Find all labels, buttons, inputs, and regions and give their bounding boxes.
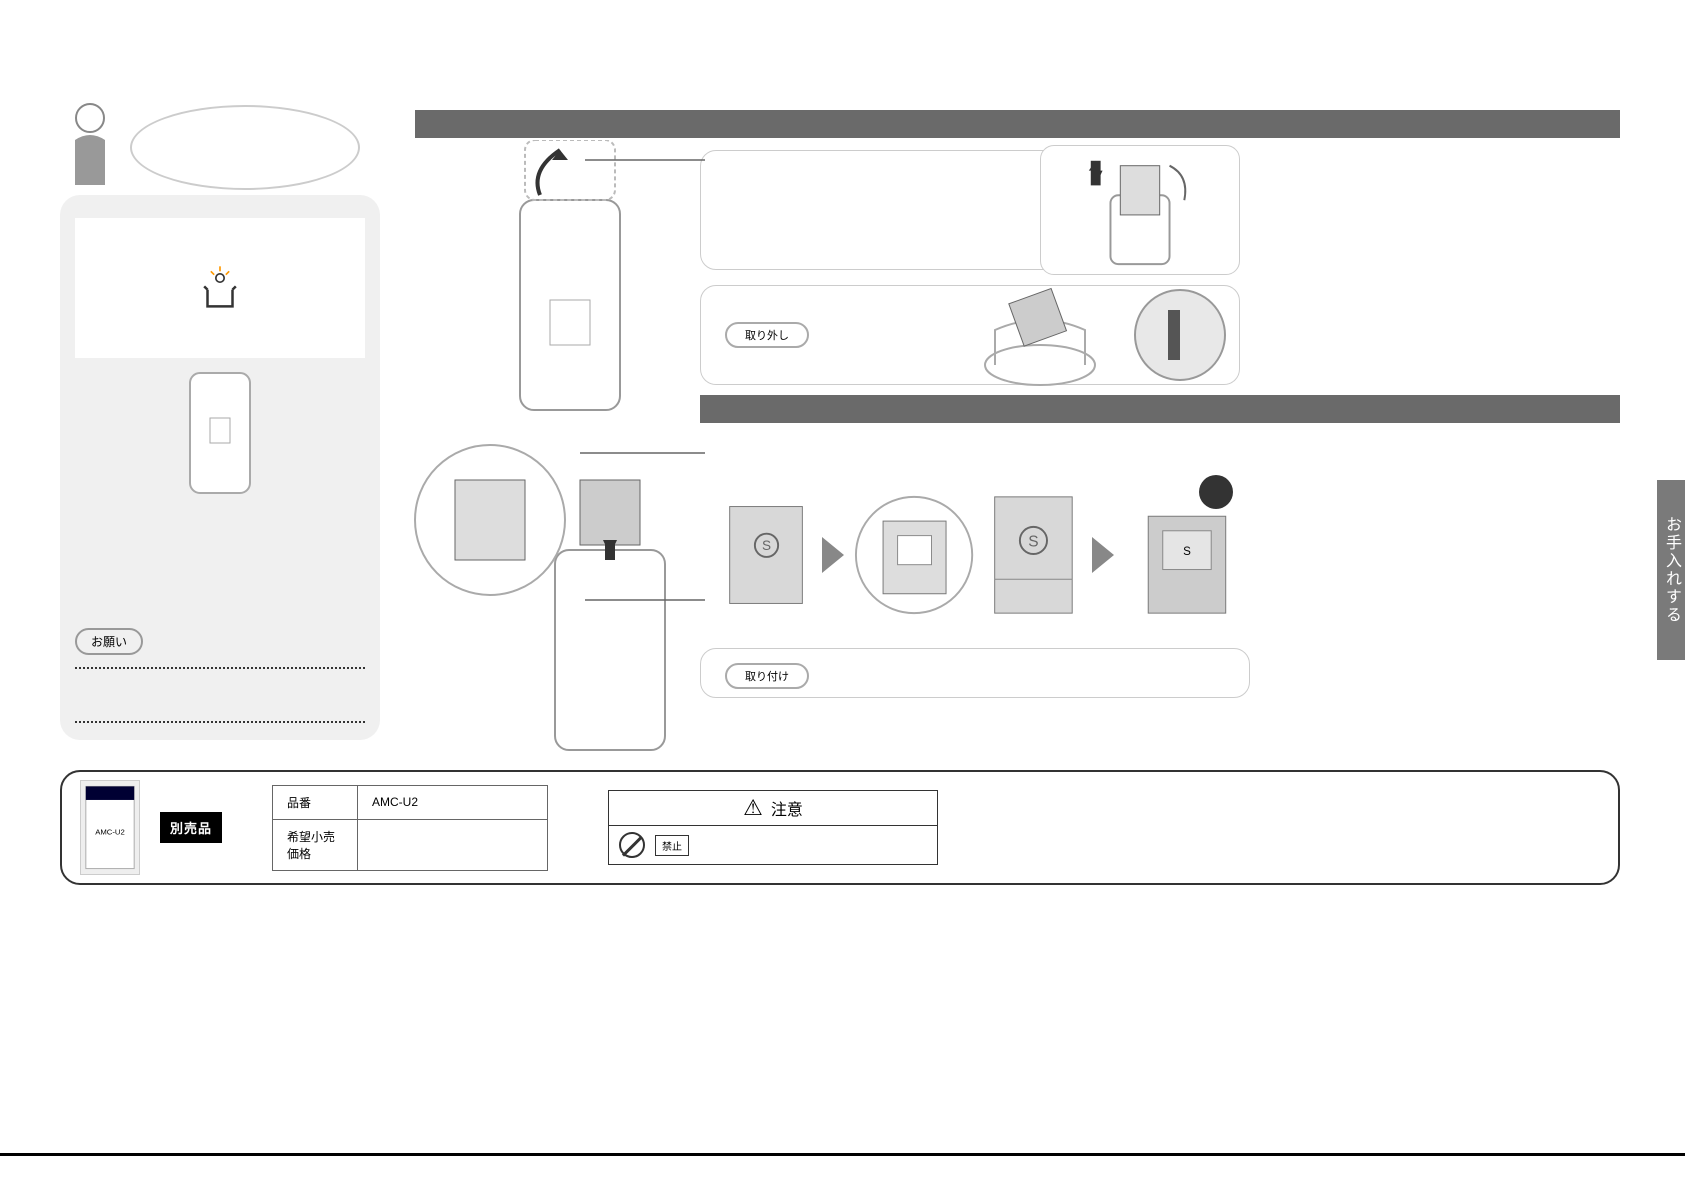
cell-value [358,819,548,870]
table-row: 品番 AMC-U2 [273,785,548,819]
svg-text:S: S [1028,533,1038,550]
speech-bubble [130,105,360,190]
dispose-illustration [960,280,1250,390]
person-icon [60,100,120,190]
table-row: 希望小売価格 [273,819,548,870]
dust-indicator-icon [195,263,245,313]
warning-box: ⚠ 注意 禁止 [608,790,938,865]
bag-insert-illustration: S [1124,480,1250,630]
remove-pill: 取り外し [725,322,809,348]
body-unit-illustration [75,368,365,498]
warning-body: 禁止 [609,826,937,864]
optional-label: 別売品 [160,812,222,843]
page-footer [0,1153,1685,1191]
note-area-1 [75,669,365,709]
svg-text:S: S [762,538,771,553]
cell-value: AMC-U2 [358,785,548,819]
leader-line [580,448,705,458]
info-panel: お願い [60,195,380,740]
prohibit-icon [619,832,645,858]
prohibit-label: 禁止 [655,835,689,856]
attach-sequence: S S S [720,470,1250,640]
attach-note-box: 取り付け [700,648,1250,698]
bag-flat-illustration: S [985,485,1082,625]
press-point-icon [1199,475,1233,509]
warning-icon: ⚠ [743,795,763,821]
spec-table: 品番 AMC-U2 希望小売価格 [272,785,548,871]
leader-line [585,595,705,605]
open-lid-illustration [470,140,670,420]
svg-text:AMC-U2: AMC-U2 [95,828,125,837]
product-image: AMC-U2 [80,780,140,875]
accessory-box: AMC-U2 別売品 品番 AMC-U2 希望小売価格 ⚠ 注意 禁止 [60,770,1620,885]
icon-display-box [75,218,365,358]
note-area-2 [75,723,365,763]
section-bar-attach [700,395,1620,423]
attach-pill: 取り付け [725,663,809,689]
side-tab: お手入れする [1657,480,1685,660]
bag-fold-illustration: S [720,490,812,620]
holder-open-illustration [854,480,975,630]
warning-title: 注意 [771,796,803,820]
section-bar-remove [415,110,1620,138]
note-pill: お願い [75,628,143,655]
svg-text:S: S [1183,545,1191,558]
warning-header: ⚠ 注意 [609,791,937,826]
cell-label: 希望小売価格 [273,819,358,870]
remove-bag-illustration [1040,145,1240,275]
leader-line [585,155,705,165]
cell-label: 品番 [273,785,358,819]
arrow-icon [1092,537,1114,573]
arrow-icon [822,537,844,573]
